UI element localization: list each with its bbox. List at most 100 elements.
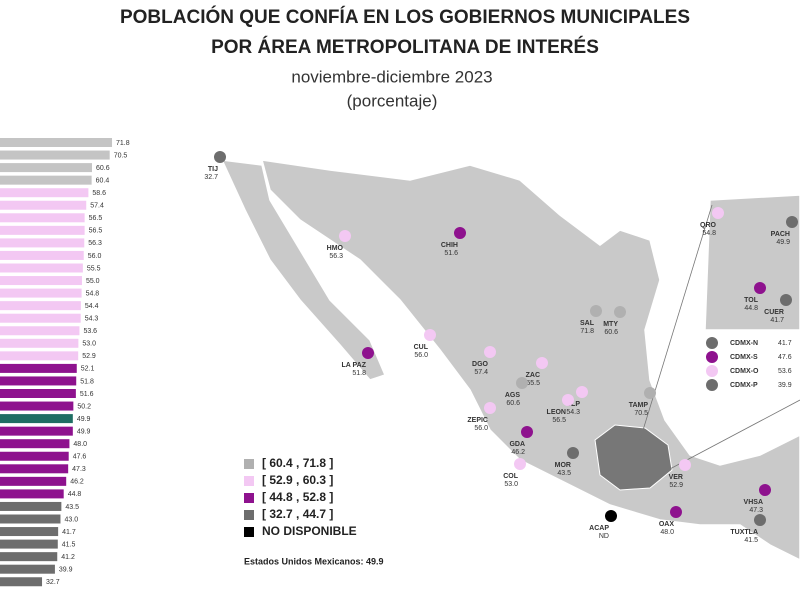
city-marker: [514, 458, 526, 470]
bar-label: 52.9: [82, 353, 96, 360]
city-marker: [214, 151, 226, 163]
bar: [0, 150, 110, 160]
city-code: CDMX-O: [730, 368, 759, 375]
city-code: MOR: [555, 462, 571, 469]
city-marker: [454, 227, 466, 239]
bar-label: 56.3: [88, 240, 102, 247]
city-marker: [706, 379, 718, 391]
bar-label: 41.5: [62, 541, 76, 548]
bar: [0, 351, 79, 361]
bar: [0, 577, 43, 587]
bar-label: 54.8: [86, 290, 100, 297]
city-marker: [536, 357, 548, 369]
city-code: LA PAZ: [342, 362, 367, 369]
bar-label: 58.6: [92, 190, 106, 197]
city-code: CUER: [764, 309, 784, 316]
city-marker: [339, 230, 351, 242]
bar-label: 32.7: [46, 579, 60, 586]
city-marker: [706, 351, 718, 363]
bar-label: 56.5: [89, 215, 103, 222]
bar: [0, 489, 64, 499]
city-value: 60.6: [604, 329, 618, 336]
bar: [0, 225, 85, 235]
bar-label: 56.0: [88, 253, 102, 260]
bar: [0, 514, 61, 524]
city-value: 56.0: [474, 425, 488, 432]
city-value: 52.9: [669, 482, 683, 489]
zoom-line: [639, 204, 713, 441]
bar-label: 53.6: [83, 328, 97, 335]
bar: [0, 539, 58, 549]
unit: (porcentaje): [347, 91, 438, 110]
bar: [0, 301, 81, 311]
bar: [0, 451, 69, 461]
bar: [0, 552, 58, 562]
city-value: 44.8: [744, 305, 758, 312]
city-marker: [562, 394, 574, 406]
city-code: ZEPIC: [467, 417, 488, 424]
city-value: 41.5: [744, 537, 758, 544]
city-value: 60.6: [506, 400, 520, 407]
legend-label: NO DISPONIBLE: [262, 524, 357, 538]
bar-label: 51.8: [80, 378, 94, 385]
bar: [0, 276, 82, 286]
city-code: CDMX-P: [730, 382, 758, 389]
city-marker: [484, 402, 496, 414]
city-marker: [780, 294, 792, 306]
bar-label: 54.4: [85, 303, 99, 310]
city-marker: [590, 305, 602, 317]
bar: [0, 263, 83, 273]
bar: [0, 439, 70, 449]
city-value: 53.6: [778, 368, 792, 375]
bar: [0, 163, 92, 173]
bar: [0, 401, 74, 411]
city-marker: [759, 484, 771, 496]
bar-label: 53.0: [82, 341, 96, 348]
baja-peninsula: [220, 159, 387, 381]
city-code: TUXTLA: [730, 529, 758, 536]
bar-label: 43.5: [65, 504, 79, 511]
city-code: PACH: [771, 231, 790, 238]
title-line: POR ÁREA METROPOLITANA DE INTERÉS: [211, 36, 599, 58]
city-code: CDMX-S: [730, 354, 758, 361]
bar-label: 56.5: [89, 228, 103, 235]
city-code: VER: [669, 474, 683, 481]
bar-label: 55.5: [87, 265, 101, 272]
bar: [0, 414, 73, 424]
city-marker: [362, 347, 374, 359]
city-value: 41.7: [778, 340, 792, 347]
city-code: TIJ: [208, 166, 218, 173]
city-value: 47.3: [749, 507, 763, 514]
legend-swatch: [244, 510, 254, 520]
city-value: ND: [599, 533, 609, 540]
city-code: CHIH: [441, 242, 458, 249]
city-value: 71.8: [580, 328, 594, 335]
bar: [0, 313, 81, 323]
bar: [0, 188, 89, 198]
map: [220, 159, 800, 561]
city-marker: [679, 459, 691, 471]
city-code: ZAC: [526, 372, 540, 379]
bar-label: 52.1: [81, 366, 95, 373]
city-marker: [521, 426, 533, 438]
city-marker: [670, 506, 682, 518]
city-marker: [516, 377, 528, 389]
legend-label: [ 52.9 , 60.3 ]: [262, 473, 333, 487]
bar-label: 44.8: [68, 491, 82, 498]
zoom-line: [667, 399, 800, 471]
title-line: POBLACIÓN QUE CONFÍA EN LOS GOBIERNOS MU…: [120, 6, 690, 28]
city-code: TOL: [744, 297, 759, 304]
bar-label: 50.2: [77, 403, 91, 410]
bar-label: 43.0: [64, 516, 78, 523]
bar: [0, 464, 69, 474]
city-value: 57.4: [474, 369, 488, 376]
bar: [0, 213, 85, 223]
city-marker: [614, 306, 626, 318]
city-marker: [754, 282, 766, 294]
legend-swatch: [244, 459, 254, 469]
bar: [0, 564, 55, 574]
city-marker: [754, 514, 766, 526]
city-value: 51.8: [352, 370, 366, 377]
bar-label: 71.8: [116, 140, 130, 147]
